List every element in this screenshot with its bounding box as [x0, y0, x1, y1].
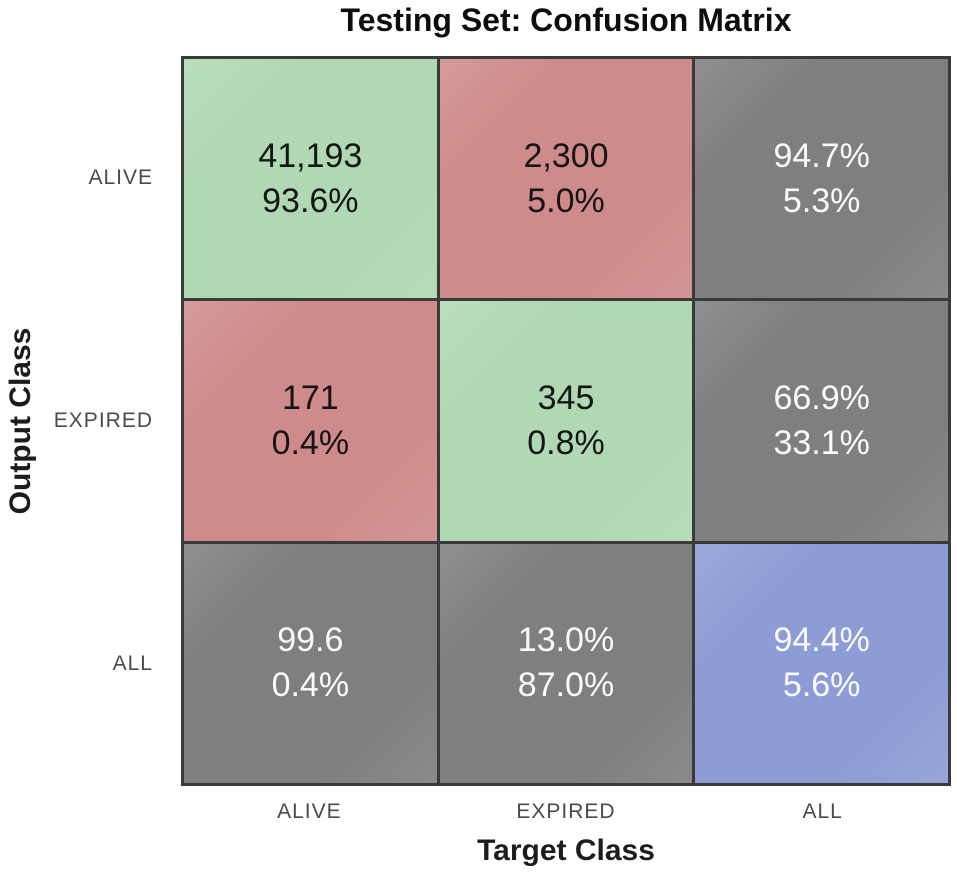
matrix-cell-expired-alive: 171 0.4%: [184, 301, 437, 541]
matrix-cell-all-all: 94.4% 5.6%: [695, 543, 948, 783]
matrix-cell-alive-all: 94.7% 5.3%: [695, 59, 948, 299]
cell-percent: 0.8%: [527, 423, 605, 462]
chart-title: Testing Set: Confusion Matrix: [340, 2, 792, 38]
matrix-cell-expired-all: 66.9% 33.1%: [695, 301, 948, 541]
x-axis-title: Target Class: [477, 834, 655, 867]
y-axis-tick-labels: ALIVE EXPIRED ALL: [0, 56, 167, 786]
matrix-cell-all-alive: 99.6 0.4%: [184, 543, 437, 783]
cell-percent-top: 94.7%: [773, 136, 870, 175]
cell-percent-top: 66.9%: [773, 378, 870, 417]
cell-percent-bottom: 5.3%: [782, 181, 861, 220]
confusion-matrix-grid: 41,193 93.6% 2,300 5.0% 94.7% 5.3% 171 0…: [181, 56, 951, 786]
matrix-cell-expired-expired: 345 0.8%: [439, 301, 693, 541]
col-label-all: ALL: [802, 800, 843, 823]
cell-percent: 0.4%: [271, 423, 350, 462]
row-label-all: ALL: [112, 652, 153, 676]
cell-percent-bottom: 87.0%: [517, 666, 615, 705]
cell-percent-bottom: 5.6%: [782, 666, 861, 705]
row-label-alive: ALIVE: [88, 165, 153, 189]
cell-count: 2,300: [523, 136, 609, 175]
x-axis-tick-labels: ALIVE EXPIRED ALL: [181, 796, 951, 828]
cell-count: 41,193: [258, 136, 363, 175]
cell-count: 345: [537, 378, 595, 417]
cell-percent-top: 13.0%: [517, 621, 615, 660]
matrix-cell-alive-expired: 2,300 5.0%: [439, 59, 693, 299]
col-label-expired: EXPIRED: [516, 800, 616, 823]
row-label-expired: EXPIRED: [53, 408, 153, 432]
cell-percent-bottom: 33.1%: [773, 423, 870, 462]
cell-percent-bottom: 0.4%: [271, 666, 350, 705]
cell-percent-top: 94.4%: [773, 621, 870, 660]
matrix-cell-all-expired: 13.0% 87.0%: [439, 543, 693, 783]
cell-percent-top: 99.6: [277, 621, 344, 660]
col-label-alive: ALIVE: [277, 800, 342, 823]
cell-percent: 93.6%: [262, 181, 359, 220]
cell-percent: 5.0%: [527, 181, 605, 220]
matrix-cell-alive-alive: 41,193 93.6%: [184, 59, 437, 299]
cell-count: 171: [281, 378, 339, 417]
